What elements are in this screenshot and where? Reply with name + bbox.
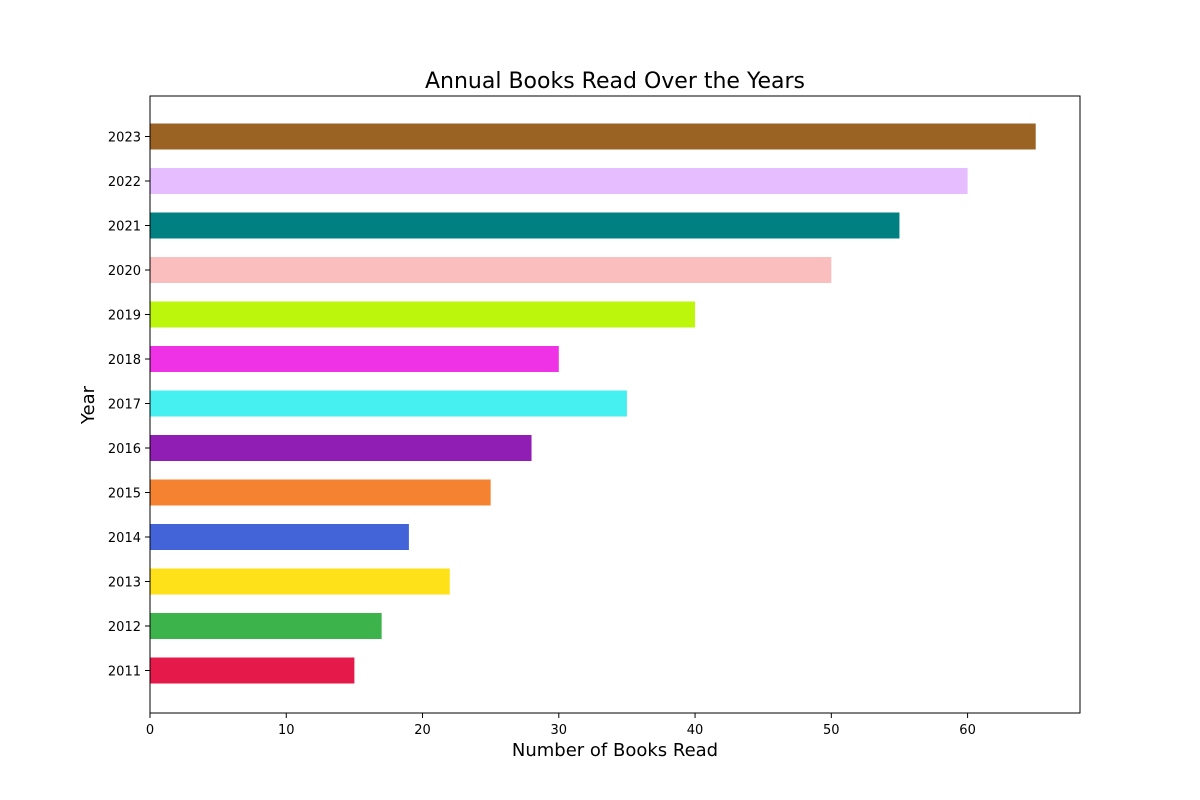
y-tick-label: 2020 bbox=[108, 264, 141, 279]
bar-2020 bbox=[150, 257, 832, 283]
bar-2022 bbox=[150, 168, 968, 194]
x-tick-label: 60 bbox=[959, 723, 976, 738]
bar-2018 bbox=[150, 346, 559, 372]
bar-2019 bbox=[150, 301, 696, 328]
x-tick-label: 0 bbox=[146, 723, 154, 738]
y-tick-label: 2016 bbox=[108, 442, 141, 457]
y-tick-label: 2018 bbox=[108, 353, 141, 368]
plot-frame bbox=[149, 95, 1081, 714]
bar-2015 bbox=[150, 479, 491, 506]
chart-title: Annual Books Read Over the Years bbox=[425, 69, 805, 94]
bar-2012 bbox=[150, 613, 382, 639]
y-tick-label: 2021 bbox=[108, 220, 141, 235]
y-tick-label: 2011 bbox=[108, 665, 141, 680]
bar-2011 bbox=[150, 657, 355, 684]
y-axis-label: Year bbox=[78, 385, 99, 425]
y-tick-label: 2022 bbox=[108, 175, 141, 190]
bar-2014 bbox=[150, 524, 409, 550]
y-tick-label: 2013 bbox=[108, 576, 141, 591]
x-tick-label: 40 bbox=[687, 723, 704, 738]
y-tick-label: 2015 bbox=[108, 487, 141, 502]
y-tick-label: 2012 bbox=[108, 620, 141, 635]
x-tick-label: 10 bbox=[278, 723, 295, 738]
y-tick-label: 2019 bbox=[108, 309, 141, 324]
bars-group bbox=[150, 123, 1036, 684]
x-tick-label: 20 bbox=[414, 723, 431, 738]
bar-2021 bbox=[150, 212, 900, 239]
y-ticks-group: 2011 2012 2013 2014 2015 2016 2017 2018 2019 2020… bbox=[108, 131, 150, 680]
bar-2023 bbox=[150, 123, 1036, 150]
bar-2013 bbox=[150, 568, 450, 595]
y-tick-label: 2014 bbox=[108, 531, 141, 546]
bar-2017 bbox=[150, 390, 627, 417]
y-tick-label: 2017 bbox=[108, 398, 141, 413]
x-tick-label: 50 bbox=[823, 723, 840, 738]
x-ticks-group: 0 10 20 30 40 50 60 bbox=[146, 713, 976, 738]
x-tick-label: 30 bbox=[551, 723, 568, 738]
y-tick-label: 2023 bbox=[108, 131, 141, 146]
x-axis-label: Number of Books Read bbox=[512, 740, 718, 761]
bar-2016 bbox=[150, 435, 532, 461]
